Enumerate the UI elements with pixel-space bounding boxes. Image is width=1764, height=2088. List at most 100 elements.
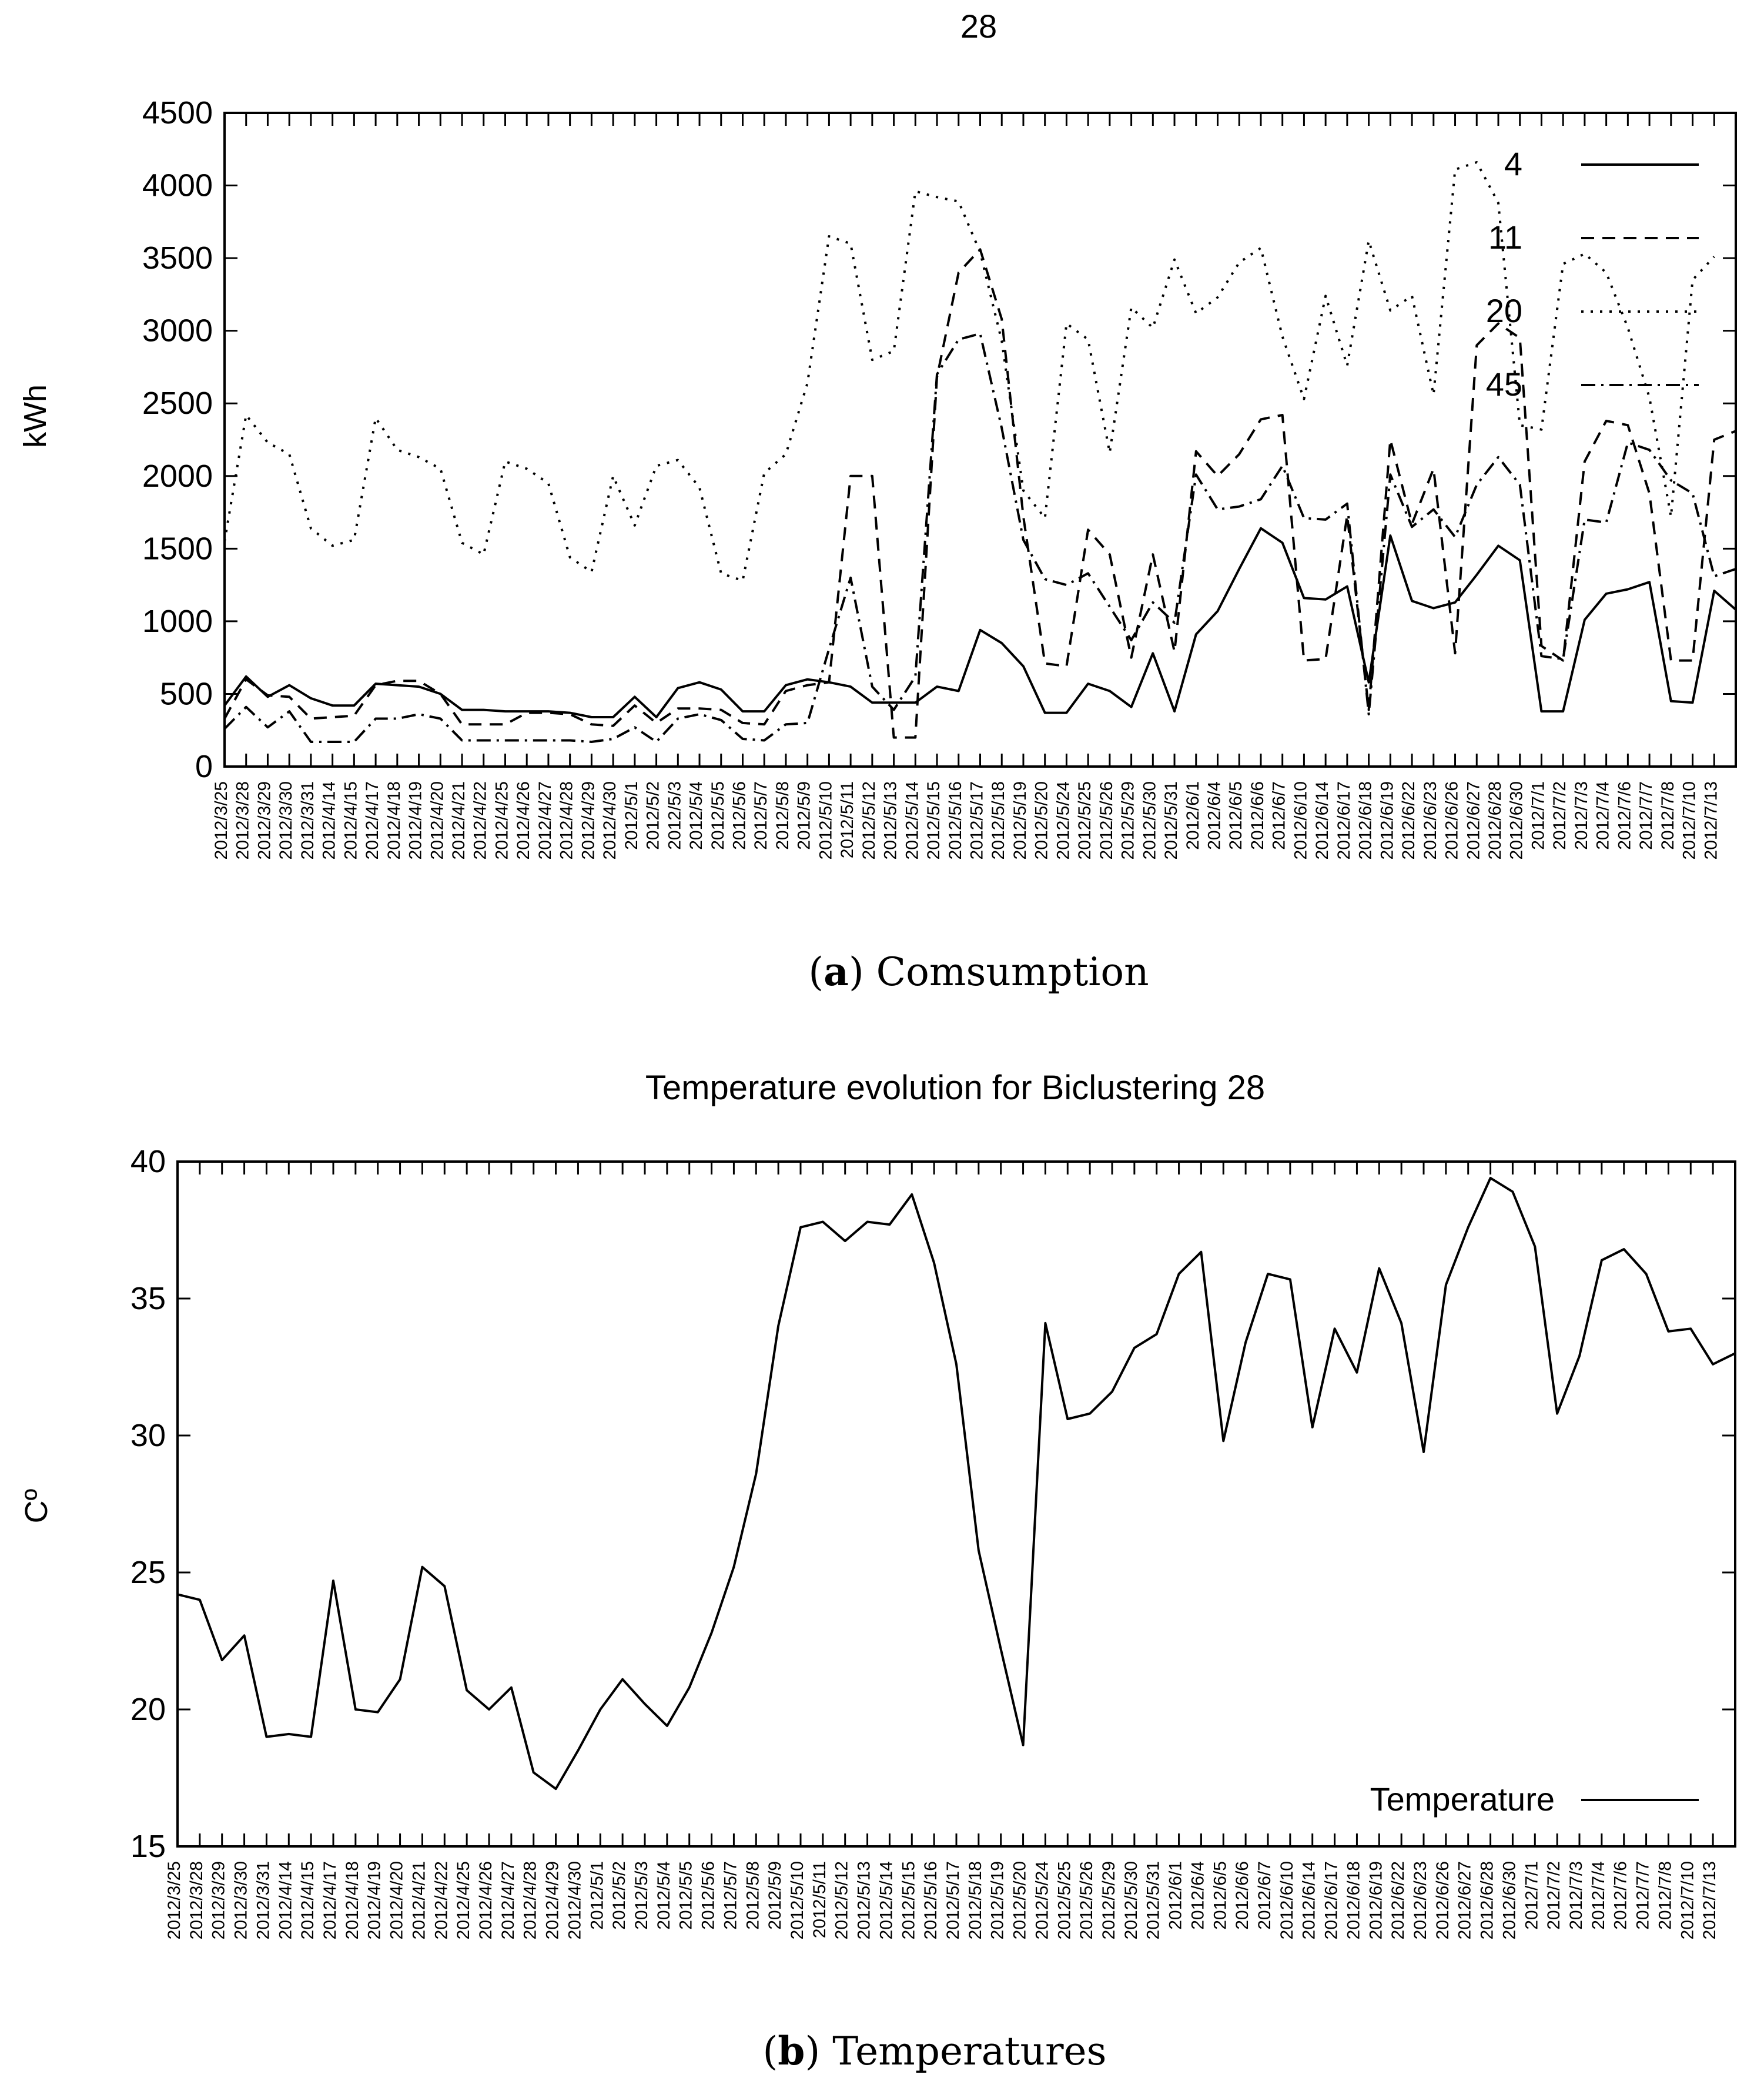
chart-a-ticks <box>223 112 1737 768</box>
a-xtick-label: 2012/5/5 <box>708 781 728 850</box>
b-ytick-label: 25 <box>130 1555 166 1590</box>
b-xtick-label: 2012/7/3 <box>1566 1861 1586 1930</box>
b-xtick-label: 2012/6/18 <box>1344 1861 1363 1939</box>
a-xtick-label: 2012/4/22 <box>471 781 490 859</box>
a-xtick-label: 2012/5/13 <box>881 781 901 859</box>
a-xtick-label: 2012/3/28 <box>233 781 253 859</box>
b-xtick-label: 2012/7/8 <box>1655 1861 1675 1930</box>
chart-a-caption-label: a <box>824 949 849 995</box>
b-series-line-Temperature <box>177 1177 1736 1791</box>
b-ytick-label: 30 <box>130 1418 166 1453</box>
b-xtick-label: 2012/4/19 <box>365 1861 384 1939</box>
b-xtick-label: 2012/7/1 <box>1522 1861 1541 1930</box>
a-xtick-label: 2012/7/6 <box>1615 781 1634 850</box>
a-xtick-label: 2012/5/9 <box>795 781 814 850</box>
a-xtick-label: 2012/4/25 <box>492 781 511 859</box>
a-xtick-label: 2012/7/2 <box>1550 781 1569 850</box>
a-xtick-label: 2012/4/29 <box>578 781 598 859</box>
a-xtick-label: 2012/4/18 <box>384 781 404 859</box>
a-xtick-label: 2012/7/7 <box>1636 781 1656 850</box>
chart-a-caption: (a) Comsumption <box>808 949 1149 995</box>
a-xtick-label: 2012/7/3 <box>1572 781 1591 850</box>
a-xtick-label: 2012/5/19 <box>1010 781 1030 859</box>
b-xtick-label: 2012/6/23 <box>1411 1861 1430 1939</box>
b-xtick-label: 2012/5/16 <box>921 1861 940 1939</box>
a-xtick-label: 2012/6/23 <box>1421 781 1440 859</box>
a-ytick-label: 1500 <box>142 531 213 566</box>
a-xtick-label: 2012/7/10 <box>1680 781 1699 859</box>
b-xtick-label: 2012/3/29 <box>209 1861 229 1939</box>
chart-b-series-group <box>177 1177 1736 1791</box>
chart-a-y-axis-label: kWh <box>18 384 53 448</box>
a-xtick-label: 2012/4/30 <box>600 781 620 859</box>
b-xtick-label: 2012/5/11 <box>810 1861 829 1938</box>
chart-b-plot-frame <box>176 1160 1736 1848</box>
chart-a-legend: 4 11 20 45 <box>1486 145 1699 403</box>
a-xtick-label: 2012/6/19 <box>1377 781 1397 859</box>
b-xtick-label: 2012/5/30 <box>1122 1861 1141 1939</box>
b-xtick-label: 2012/5/3 <box>632 1861 651 1930</box>
a-xtick-label: 2012/5/14 <box>902 781 922 859</box>
a-xtick-label: 2012/7/13 <box>1701 781 1721 859</box>
b-xtick-label: 2012/4/18 <box>343 1861 362 1939</box>
b-xtick-label: 2012/6/6 <box>1233 1861 1252 1930</box>
b-xtick-label: 2012/3/31 <box>253 1861 273 1939</box>
a-xtick-label: 2012/5/10 <box>816 781 835 859</box>
a-xtick-label: 2012/4/26 <box>514 781 533 859</box>
a-xtick-label: 2012/6/27 <box>1464 781 1483 859</box>
b-xtick-label: 2012/4/17 <box>320 1861 340 1939</box>
a-ytick-label: 2500 <box>142 386 213 421</box>
a-xtick-label: 2012/5/1 <box>622 781 641 850</box>
b-xtick-label: 2012/6/28 <box>1478 1861 1497 1939</box>
consumption-chart: 28 kWh 0 500 1000 1500 2000 2500 3000 3500 4000 4… <box>18 8 1737 995</box>
b-xtick-label: 2012/4/26 <box>476 1861 496 1939</box>
b-xtick-label: 2012/6/19 <box>1366 1861 1385 1939</box>
b-xtick-label: 2012/5/17 <box>943 1861 963 1939</box>
a-xtick-label: 2012/4/27 <box>535 781 555 859</box>
b-xtick-label: 2012/4/21 <box>409 1861 429 1939</box>
b-xtick-label: 2012/4/25 <box>454 1861 473 1939</box>
a-xtick-label: 2012/7/8 <box>1658 781 1678 850</box>
a-ytick-label: 2000 <box>142 459 213 494</box>
chart-a-title: 28 <box>960 8 997 45</box>
chart-a-caption-text: Comsumption <box>876 949 1149 995</box>
a-xtick-label: 2012/6/5 <box>1226 781 1246 850</box>
a-xtick-label: 2012/6/7 <box>1270 781 1289 850</box>
b-xtick-label: 2012/4/22 <box>431 1861 451 1939</box>
b-xtick-label: 2012/5/7 <box>721 1861 740 1930</box>
b-xtick-label: 2012/5/14 <box>876 1861 896 1939</box>
a-xtick-label: 2012/4/21 <box>449 781 468 859</box>
a-legend-label: 20 <box>1486 292 1522 329</box>
a-xtick-label: 2012/6/14 <box>1313 781 1332 859</box>
b-xtick-label: 2012/5/9 <box>765 1861 785 1930</box>
b-xtick-label: 2012/5/13 <box>855 1861 874 1939</box>
a-xtick-label: 2012/5/24 <box>1053 781 1073 859</box>
chart-b-y-axis-label: Cº <box>19 1488 54 1523</box>
a-xtick-label: 2012/4/28 <box>557 781 577 859</box>
b-xtick-label: 2012/3/28 <box>187 1861 206 1939</box>
a-xtick-label: 2012/5/25 <box>1075 781 1094 859</box>
chart-b-x-tick-labels: 2012/3/25 2012/3/28 2012/3/29 2012/3/30 2012… <box>165 1861 1719 1939</box>
b-xtick-label: 2012/4/20 <box>387 1861 407 1939</box>
b-xtick-label: 2012/4/28 <box>521 1861 540 1939</box>
chart-b-y-tick-labels: 15 20 25 30 35 40 <box>130 1144 166 1864</box>
chart-b-caption-text: Temperatures <box>832 2029 1106 2074</box>
chart-b-caption: (b) Temperatures <box>763 2028 1107 2074</box>
a-xtick-label: 2012/5/17 <box>968 781 987 859</box>
a-xtick-label: 2012/5/20 <box>1032 781 1052 859</box>
a-xtick-label: 2012/6/1 <box>1183 781 1203 850</box>
b-xtick-label: 2012/5/15 <box>899 1861 918 1939</box>
b-xtick-label: 2012/4/27 <box>498 1861 518 1939</box>
a-xtick-label: 2012/5/11 <box>838 781 857 858</box>
b-xtick-label: 2012/5/31 <box>1144 1861 1163 1939</box>
a-xtick-label: 2012/6/4 <box>1205 781 1224 850</box>
a-xtick-label: 2012/5/6 <box>729 781 749 850</box>
a-xtick-label: 2012/5/4 <box>687 781 706 850</box>
b-xtick-label: 2012/5/5 <box>677 1861 696 1930</box>
a-xtick-label: 2012/5/16 <box>946 781 965 859</box>
b-xtick-label: 2012/4/30 <box>565 1861 584 1939</box>
a-xtick-label: 2012/5/30 <box>1140 781 1159 859</box>
a-legend-label: 11 <box>1488 219 1522 256</box>
b-xtick-label: 2012/5/18 <box>966 1861 985 1939</box>
chart-b-caption-label: b <box>778 2028 805 2074</box>
